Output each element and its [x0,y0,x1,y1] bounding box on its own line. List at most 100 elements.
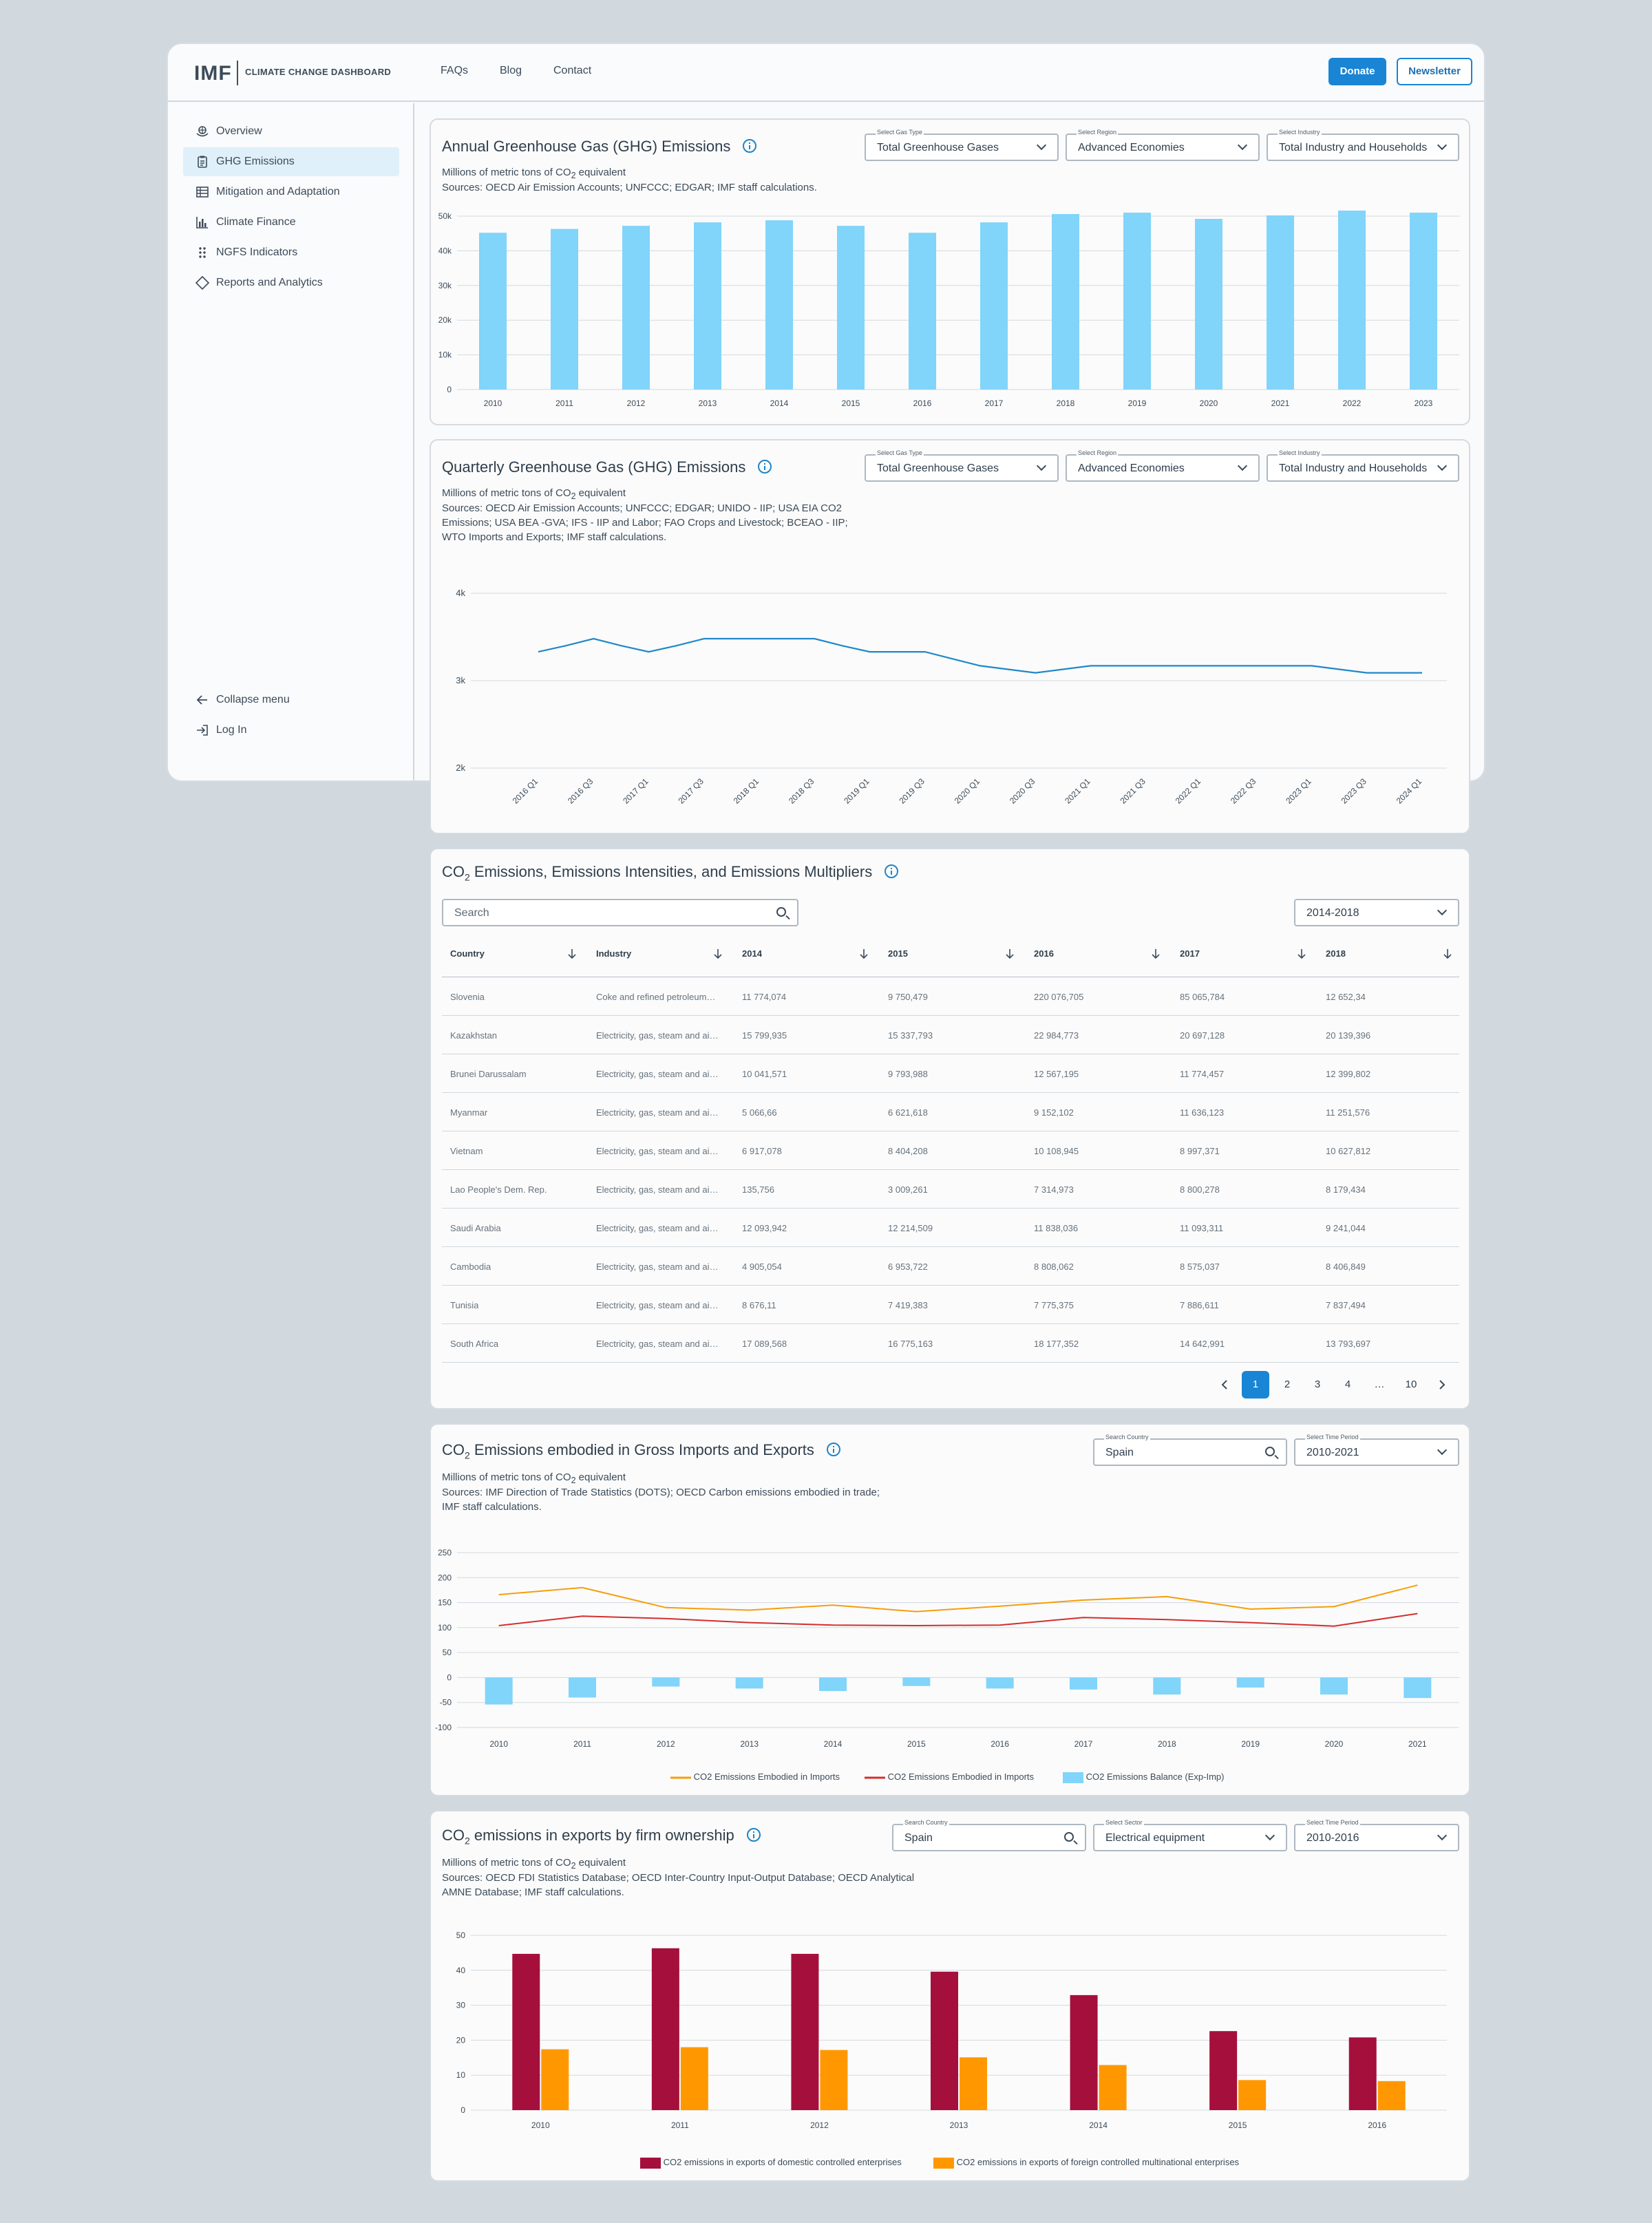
x-tick-label: 2014 [1089,2120,1108,2130]
page-button-3[interactable]: 3 [1314,1379,1321,1390]
cell-2018: 12 652,34 [1326,992,1366,1002]
column-header-2016[interactable]: 2016 [1034,948,1054,959]
imf-logo[interactable]: IMF [194,62,232,85]
table-row[interactable]: Cambodia Electricity, gas, steam and ai… 4… [442,1247,1459,1286]
info-icon[interactable] [746,1828,761,1842]
page-button-4[interactable]: 4 [1344,1379,1351,1390]
page-button-2[interactable]: 2 [1284,1379,1291,1390]
sidebar-item-reports[interactable]: Reports and Analytics [183,268,399,297]
login-button[interactable]: Log In [183,716,399,745]
bar [551,228,578,390]
region-select[interactable]: Select Region Advanced Economies [1066,129,1260,161]
table-row[interactable]: Vietnam Electricity, gas, steam and ai… 6 … [442,1131,1459,1170]
sort-arrow-icon[interactable] [859,948,869,959]
table-row[interactable]: Brunei Darussalam Electricity, gas, steam… [442,1054,1459,1093]
legend-bar-swatch [1063,1772,1083,1783]
newsletter-button[interactable]: Newsletter [1397,58,1472,85]
country-search-input[interactable]: Search Country Spain [1093,1434,1287,1466]
chevron-left-icon[interactable] [1220,1379,1231,1390]
gas-type-select[interactable]: Select Gas Type Total Greenhouse Gases [865,449,1059,482]
cell-2018: 8 406,849 [1326,1262,1366,1272]
chevron-down-icon [1237,460,1248,471]
industry-select[interactable]: Select Industry Total Industry and Househ… [1267,449,1459,482]
time-period-select[interactable]: Select Time Period 2010-2021 [1294,1434,1459,1466]
cell-2017: 8 800,278 [1180,1184,1220,1195]
collapse-menu-label: Collapse menu [216,694,290,705]
bar [1404,1677,1432,1699]
region-select[interactable]: Select Region Advanced Economies [1066,449,1260,482]
x-tick-label: 2014 [770,398,789,408]
column-header-2015[interactable]: 2015 [888,948,908,959]
table-row[interactable]: Slovenia Coke and refined petroleum… 11 77… [442,977,1459,1016]
column-header-2017[interactable]: 2017 [1180,948,1200,959]
donate-button[interactable]: Donate [1328,58,1386,85]
sidebar-item-label: Mitigation and Adaptation [216,186,340,198]
table-title: CO2 Emissions, Emissions Intensities, an… [442,863,899,882]
page-button-10[interactable]: 10 [1405,1379,1417,1390]
quarterly-ghg-card: Quarterly Greenhouse Gas (GHG) Emissions… [430,439,1470,834]
sort-arrow-icon[interactable] [1005,948,1015,959]
clipboard-icon [198,156,207,168]
y-tick-label: 50k [438,211,452,221]
time-period-select[interactable]: Select Time Period 2010-2016 [1294,1819,1459,1851]
cell-2016: 18 177,352 [1034,1339,1079,1349]
cell-2015: 9 793,988 [888,1069,928,1079]
cell-industry: Electricity, gas, steam and ai… [596,1300,719,1310]
legend-item[interactable]: CO2 Emissions Embodied in Imports [670,1772,840,1782]
sort-arrow-icon[interactable] [713,948,723,959]
sidebar-item-ngfs[interactable]: NGFS Indicators [183,238,399,267]
table-row[interactable]: Saudi Arabia Electricity, gas, steam and … [442,1209,1459,1247]
column-header-2018[interactable]: 2018 [1326,948,1346,959]
info-icon[interactable] [743,139,757,153]
collapse-menu-button[interactable]: Collapse menu [183,685,399,714]
y-tick-label: 20 [456,2035,466,2045]
page-ellipsis: … [1374,1379,1385,1390]
sort-arrow-icon[interactable] [1443,948,1452,959]
info-icon[interactable] [885,864,899,879]
sort-arrow-icon[interactable] [1297,948,1306,959]
sector-select[interactable]: Select Sector Electrical equipment [1093,1819,1287,1851]
table-search-input[interactable]: Search [442,899,798,926]
nav-contact-link[interactable]: Contact [553,65,592,76]
legend-item[interactable]: CO2 emissions in exports of foreign cont… [933,2157,1239,2169]
nav-faqs-link[interactable]: FAQs [441,65,469,76]
x-tick-label: 2019 [1241,1739,1260,1749]
table-row[interactable]: Tunisia Electricity, gas, steam and ai… 8 … [442,1286,1459,1324]
sidebar-item-overview[interactable]: Overview [183,117,399,146]
sidebar-item-climate-finance[interactable]: Climate Finance [183,208,399,237]
x-tick-label: 2021 Q3 [1118,776,1147,806]
chevron-right-icon[interactable] [1436,1379,1447,1390]
table-row[interactable]: Kazakhstan Electricity, gas, steam and ai… [442,1016,1459,1054]
x-tick-label: 2017 Q1 [621,776,650,806]
country-search-input[interactable]: Search Country Spain [892,1819,1086,1851]
info-icon[interactable] [758,460,772,474]
cell-2016: 22 984,773 [1034,1030,1079,1041]
quarterly-line-chart: 2k 3k 4k 2016 Q1 2016 Q3 2017 Q1 2017 Q3 2018 Q… [456,588,1447,806]
column-header-industry[interactable]: Industry [596,948,632,959]
gas-type-select[interactable]: Select Gas Type Total Greenhouse Gases [865,129,1059,161]
chevron-down-icon [1437,1830,1448,1841]
x-tick-label: 2021 Q1 [1063,776,1092,806]
legend-item[interactable]: CO2 Emissions Balance (Exp-Imp) [1063,1772,1224,1783]
legend-item[interactable]: CO2 emissions in exports of domestic con… [640,2157,902,2169]
cell-2014: 4 905,054 [742,1262,782,1272]
embodied-card: CO2 Emissions embodied in Gross Imports … [430,1423,1470,1796]
column-header-2014[interactable]: 2014 [742,948,762,959]
column-header-country[interactable]: Country [450,948,485,959]
cell-2015: 8 404,208 [888,1146,928,1156]
table-row[interactable]: Myanmar Electricity, gas, steam and ai… 5 … [442,1093,1459,1131]
sidebar-item-mitigation[interactable]: Mitigation and Adaptation [183,178,399,206]
y-tick-label: 50 [443,1648,452,1657]
sort-arrow-icon[interactable] [1151,948,1161,959]
table-period-select[interactable]: 2014-2018 [1294,899,1459,926]
industry-select[interactable]: Select Industry Total Industry and Househ… [1267,129,1459,161]
info-icon[interactable] [826,1443,840,1457]
nav-blog-link[interactable]: Blog [500,65,522,76]
sidebar-item-ghg-emissions[interactable]: GHG Emissions [183,147,399,176]
y-tick-label: 10 [456,2070,466,2080]
page-button-1[interactable]: 1 [1242,1371,1269,1398]
sort-arrow-icon[interactable] [567,948,577,959]
table-row[interactable]: South Africa Electricity, gas, steam and … [442,1324,1459,1363]
table-row[interactable]: Lao People's Dem. Rep. Electricity, gas, … [442,1170,1459,1209]
legend-item[interactable]: CO2 Emissions Embodied in Imports [865,1772,1034,1782]
